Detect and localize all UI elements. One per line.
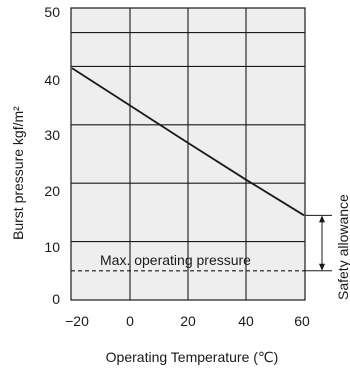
- y-tick-label: 10: [44, 239, 60, 255]
- burst-pressure-line: [71, 67, 305, 217]
- safety-allowance-arrowhead-down: [319, 263, 325, 271]
- x-tick-label: −20: [65, 313, 89, 329]
- y-tick-labels: 0 10 20 30 40 50: [44, 4, 60, 307]
- y-tick-label: 20: [44, 183, 60, 199]
- y-axis-title: Burst pressure kgf/m²: [10, 106, 26, 240]
- y-tick-label: 0: [52, 291, 60, 307]
- x-axis-title: Operating Temperature (℃): [106, 349, 279, 365]
- safety-allowance-label: Safety allowance: [335, 194, 350, 300]
- max-operating-pressure-label: Max. operating pressure: [100, 252, 251, 268]
- x-tick-label: 0: [126, 313, 134, 329]
- x-tick-labels: −20 0 20 40 60: [65, 313, 310, 329]
- y-tick-label: 30: [44, 127, 60, 143]
- y-tick-label: 50: [44, 4, 60, 20]
- safety-allowance-arrowhead-up: [319, 215, 325, 223]
- x-tick-label: 20: [180, 313, 196, 329]
- series-layer: [71, 67, 305, 217]
- grid-lines: [71, 8, 305, 300]
- y-tick-label: 40: [44, 72, 60, 88]
- x-tick-label: 60: [294, 313, 310, 329]
- safety-allowance-annotation: [305, 214, 332, 272]
- x-tick-label: 40: [238, 313, 254, 329]
